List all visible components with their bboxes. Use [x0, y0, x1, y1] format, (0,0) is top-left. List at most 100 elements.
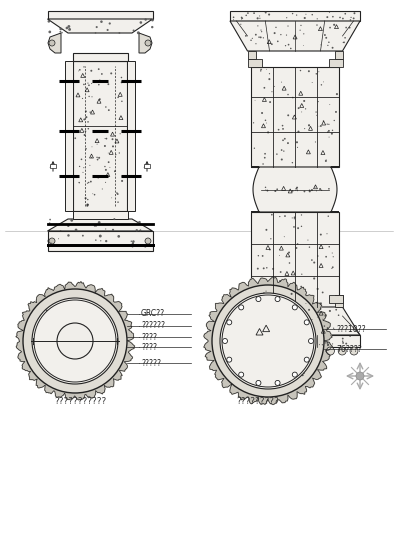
Point — [259, 327, 265, 335]
Point — [293, 11, 300, 19]
Point — [340, 14, 346, 23]
Point — [327, 307, 333, 315]
Point — [311, 274, 317, 283]
Point — [264, 186, 271, 195]
Point — [55, 234, 62, 243]
Point — [43, 325, 49, 333]
Point — [309, 315, 315, 324]
Circle shape — [222, 339, 228, 344]
Point — [128, 237, 135, 246]
Circle shape — [244, 347, 252, 355]
Point — [116, 149, 123, 157]
Point — [50, 366, 56, 375]
Polygon shape — [47, 219, 152, 231]
Point — [103, 103, 109, 111]
Point — [136, 218, 142, 227]
Point — [89, 351, 95, 360]
Point — [277, 212, 283, 221]
Circle shape — [275, 296, 280, 301]
Point — [80, 232, 86, 240]
Circle shape — [49, 40, 55, 46]
Point — [292, 364, 298, 372]
Point — [303, 299, 309, 308]
Point — [263, 186, 269, 194]
Point — [280, 124, 286, 133]
Point — [115, 232, 122, 241]
Point — [306, 121, 312, 130]
Point — [92, 329, 98, 338]
Point — [248, 334, 254, 343]
Point — [238, 13, 245, 22]
Point — [347, 16, 353, 24]
Point — [348, 13, 354, 22]
Point — [263, 118, 269, 127]
Point — [92, 29, 99, 37]
Point — [89, 142, 95, 151]
Point — [261, 289, 267, 298]
Point — [84, 200, 91, 209]
Point — [313, 108, 319, 116]
Polygon shape — [251, 167, 339, 212]
Point — [119, 97, 125, 105]
Point — [84, 179, 91, 188]
Circle shape — [227, 320, 232, 325]
Point — [318, 230, 324, 239]
Point — [295, 127, 302, 136]
Point — [91, 327, 97, 336]
Point — [259, 333, 265, 341]
Point — [263, 226, 269, 234]
Point — [86, 322, 93, 331]
Point — [329, 249, 336, 258]
Point — [83, 107, 89, 116]
Point — [115, 190, 121, 199]
Point — [289, 352, 295, 361]
Point — [270, 312, 276, 321]
Point — [64, 320, 70, 329]
Point — [346, 23, 353, 32]
Point — [290, 93, 296, 102]
Point — [236, 363, 243, 372]
Point — [130, 239, 136, 248]
Point — [231, 350, 237, 359]
Point — [97, 232, 103, 240]
Point — [258, 28, 265, 36]
Point — [97, 95, 103, 103]
Point — [295, 321, 302, 329]
Point — [103, 225, 109, 233]
Point — [309, 333, 315, 342]
Point — [317, 184, 323, 193]
Point — [289, 289, 295, 298]
Polygon shape — [230, 21, 360, 51]
Point — [298, 210, 305, 219]
Point — [88, 153, 95, 162]
Point — [239, 14, 246, 23]
Point — [291, 312, 297, 321]
Point — [304, 320, 311, 328]
Point — [40, 331, 47, 340]
Point — [243, 31, 249, 40]
Point — [326, 120, 332, 129]
Point — [81, 115, 88, 124]
Point — [84, 201, 90, 210]
Point — [258, 65, 264, 74]
Point — [77, 356, 83, 365]
Point — [72, 367, 78, 375]
Circle shape — [212, 285, 324, 397]
Point — [230, 15, 237, 24]
Point — [327, 23, 333, 32]
Point — [67, 325, 73, 333]
Point — [73, 226, 79, 234]
Circle shape — [57, 323, 93, 359]
Circle shape — [303, 347, 311, 355]
Point — [303, 10, 309, 18]
Point — [305, 236, 311, 245]
Bar — [144, 164, 150, 168]
Point — [314, 285, 321, 293]
Point — [326, 184, 332, 193]
Point — [82, 194, 89, 202]
Point — [306, 67, 312, 76]
Point — [76, 65, 83, 74]
Circle shape — [49, 238, 55, 244]
Point — [325, 212, 332, 221]
Point — [241, 338, 248, 347]
